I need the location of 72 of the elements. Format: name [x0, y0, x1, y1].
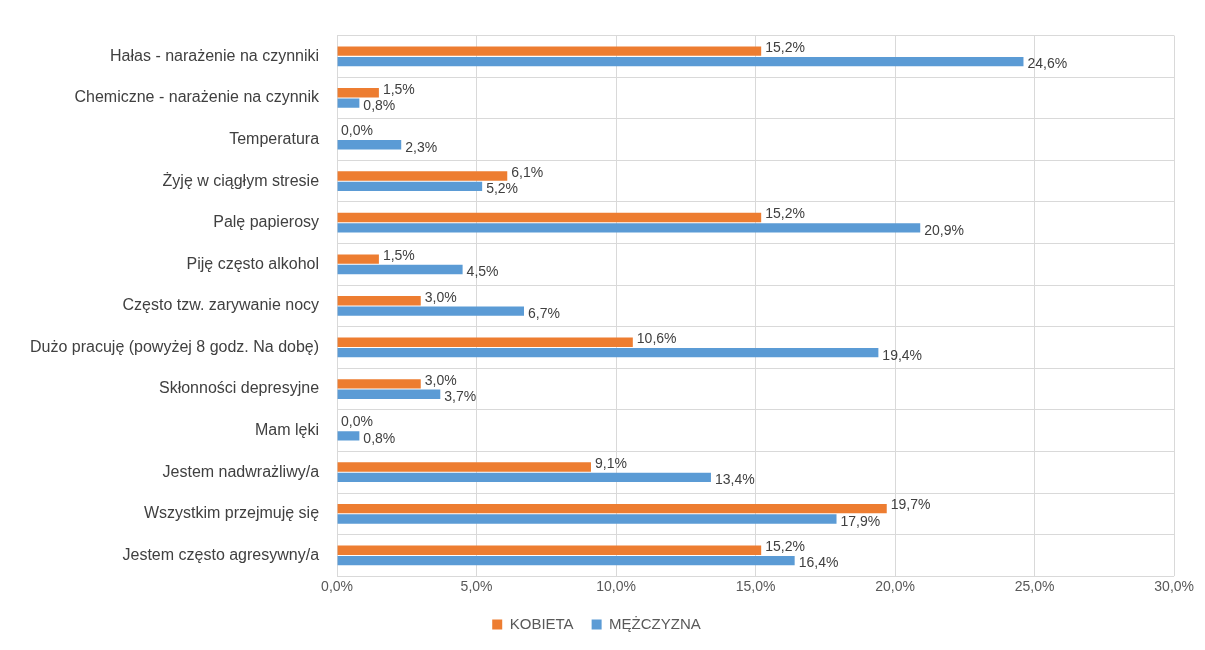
bar [337, 223, 921, 233]
y-tick-label: Chemiczne - narażenie na czynnik [74, 88, 321, 106]
bar [337, 56, 1024, 67]
bar [337, 472, 711, 483]
bar [337, 545, 762, 555]
y-tick-label: Piję często alkohol [186, 254, 320, 272]
data-label: 20,9% [924, 221, 964, 238]
y-tick-label: Jestem często agresywny/a [122, 545, 320, 563]
data-label: 10,6% [636, 330, 677, 347]
y-tick-label: Mam lęki [255, 421, 320, 439]
bar [337, 88, 379, 98]
x-tick-label: 30,0% [1154, 578, 1194, 595]
bar [337, 264, 463, 275]
bar [337, 503, 887, 514]
data-label: 15,2% [765, 39, 805, 56]
data-label: 0,8% [363, 429, 396, 446]
data-label: 19,4% [882, 346, 923, 363]
x-tick-label: 5,0% [460, 578, 493, 595]
data-label: 3,7% [444, 388, 477, 405]
data-label: 6,1% [511, 163, 544, 180]
data-label: 9,1% [594, 454, 627, 471]
bar [337, 431, 360, 441]
data-label: 19,7% [890, 496, 931, 513]
legend-label: MĘŻCZYZNA [609, 614, 701, 632]
data-label: 6,7% [528, 304, 560, 321]
y-tick-label: Jestem nadwrażliwy/a [162, 462, 320, 480]
x-tick-label: 25,0% [1014, 578, 1055, 595]
data-label: 2,3% [405, 138, 438, 155]
bar [337, 140, 402, 150]
y-tick-label: Palę papierosy [213, 213, 320, 231]
data-label: 16,4% [798, 554, 839, 571]
data-label: 0,8% [363, 97, 396, 114]
data-label: 17,9% [840, 512, 881, 529]
data-label: 15,2% [765, 538, 805, 555]
data-label: 5,2% [486, 180, 519, 197]
bar [337, 462, 591, 472]
bar [337, 98, 360, 108]
data-label: 0,0% [341, 413, 373, 430]
bar [337, 46, 762, 56]
y-tick-label: Wszystkim przejmuję się [143, 504, 320, 522]
bar [337, 254, 379, 264]
bar [337, 379, 421, 389]
data-label: 3,0% [424, 288, 457, 305]
data-label: 4,5% [466, 263, 499, 280]
bar [337, 348, 879, 358]
bar [337, 171, 508, 181]
bar [337, 306, 524, 316]
x-tick-label: 15,0% [735, 578, 776, 595]
y-tick-label: Często tzw. zarywanie nocy [122, 296, 320, 314]
data-label: 24,6% [1027, 55, 1068, 72]
bar [337, 212, 762, 223]
x-tick-label: 0,0% [321, 578, 354, 595]
bar [337, 296, 421, 306]
data-label: 3,0% [424, 371, 457, 388]
y-tick-label: Skłonności depresyjne [158, 379, 320, 397]
x-tick-label: 10,0% [596, 578, 636, 595]
y-tick-label: Temperatura [229, 129, 320, 147]
y-tick-label: Dużo pracuję (powyżej 8 godz. Na dobę) [30, 337, 320, 355]
x-tick-label: 20,0% [875, 578, 915, 595]
legend-label: KOBIETA [509, 614, 574, 632]
bar [337, 555, 795, 566]
data-label: 1,5% [382, 80, 415, 97]
data-label: 15,2% [765, 205, 805, 222]
data-label: 0,0% [341, 122, 373, 139]
data-label: 1,5% [382, 246, 415, 263]
bar [337, 514, 837, 524]
bar [337, 389, 441, 399]
bar [337, 181, 483, 192]
data-label: 13,4% [714, 471, 755, 488]
y-tick-label: Hałas - narażenie na czynniki [110, 46, 320, 64]
bar [337, 337, 633, 347]
y-tick-label: Żyję w ciągłym stresie [162, 170, 320, 189]
